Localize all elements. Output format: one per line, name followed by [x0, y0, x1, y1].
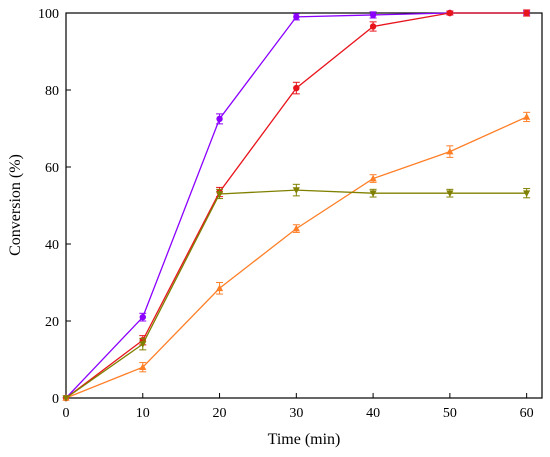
- data-point: [369, 174, 377, 182]
- data-point: [215, 191, 224, 198]
- series-layer: [62, 9, 531, 402]
- series-line: [65, 116, 527, 399]
- data-point: [139, 341, 147, 348]
- series-3: [62, 183, 531, 402]
- data-point: [293, 84, 300, 92]
- series-line: [65, 189, 527, 399]
- data-point: [523, 113, 531, 120]
- y-tick-label: 80: [45, 84, 59, 99]
- series-0: [62, 9, 531, 402]
- x-axis-ticks: 0 10 20 30 40 50 60: [63, 393, 534, 421]
- data-point: [215, 284, 224, 292]
- x-tick-label: 0: [63, 406, 70, 421]
- plot-frame: [65, 12, 543, 399]
- data-point: [369, 11, 377, 19]
- x-tick-label: 20: [213, 406, 227, 421]
- series-line: [65, 12, 527, 399]
- data-point: [139, 363, 147, 370]
- data-point: [292, 187, 300, 194]
- data-point: [293, 13, 300, 21]
- data-point: [446, 147, 454, 155]
- x-tick-label: 60: [520, 406, 534, 421]
- data-point: [292, 224, 300, 232]
- series-2: [62, 111, 531, 401]
- data-point: [216, 115, 223, 123]
- data-point: [369, 190, 377, 197]
- x-tick-label: 10: [136, 406, 150, 421]
- data-point: [446, 190, 454, 197]
- data-point: [369, 23, 377, 30]
- y-tick-label: 20: [45, 315, 59, 330]
- y-axis-title: Conversion (%): [7, 154, 24, 256]
- y-axis-ticks: 0 20 40 60 80 100: [38, 7, 71, 407]
- x-tick-label: 40: [366, 406, 380, 421]
- data-point: [523, 9, 530, 17]
- y-tick-label: 60: [45, 161, 59, 176]
- y-tick-label: 0: [52, 392, 59, 407]
- x-tick-label: 30: [289, 406, 303, 421]
- series-1: [62, 9, 531, 402]
- data-point: [446, 9, 454, 17]
- y-tick-label: 40: [45, 238, 59, 253]
- data-point: [139, 313, 146, 321]
- y-tick-label: 100: [38, 7, 59, 22]
- data-point: [523, 190, 531, 197]
- series-line: [65, 12, 527, 399]
- data-point: [62, 395, 70, 402]
- x-axis-title: Time (min): [268, 431, 341, 448]
- x-tick-label: 50: [443, 406, 457, 421]
